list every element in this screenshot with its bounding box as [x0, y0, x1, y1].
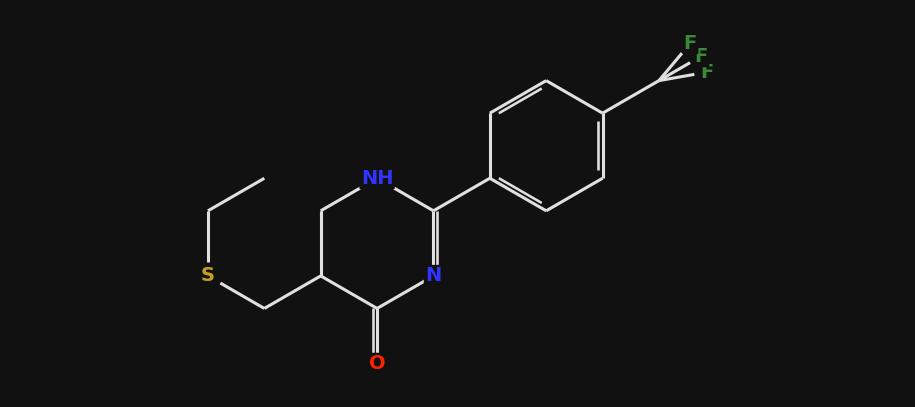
- Text: F: F: [700, 63, 714, 82]
- Text: S: S: [201, 267, 215, 285]
- Text: F: F: [694, 47, 708, 66]
- Text: F: F: [684, 34, 697, 53]
- Text: N: N: [425, 267, 442, 285]
- Text: O: O: [369, 354, 385, 373]
- Text: NH: NH: [361, 169, 393, 188]
